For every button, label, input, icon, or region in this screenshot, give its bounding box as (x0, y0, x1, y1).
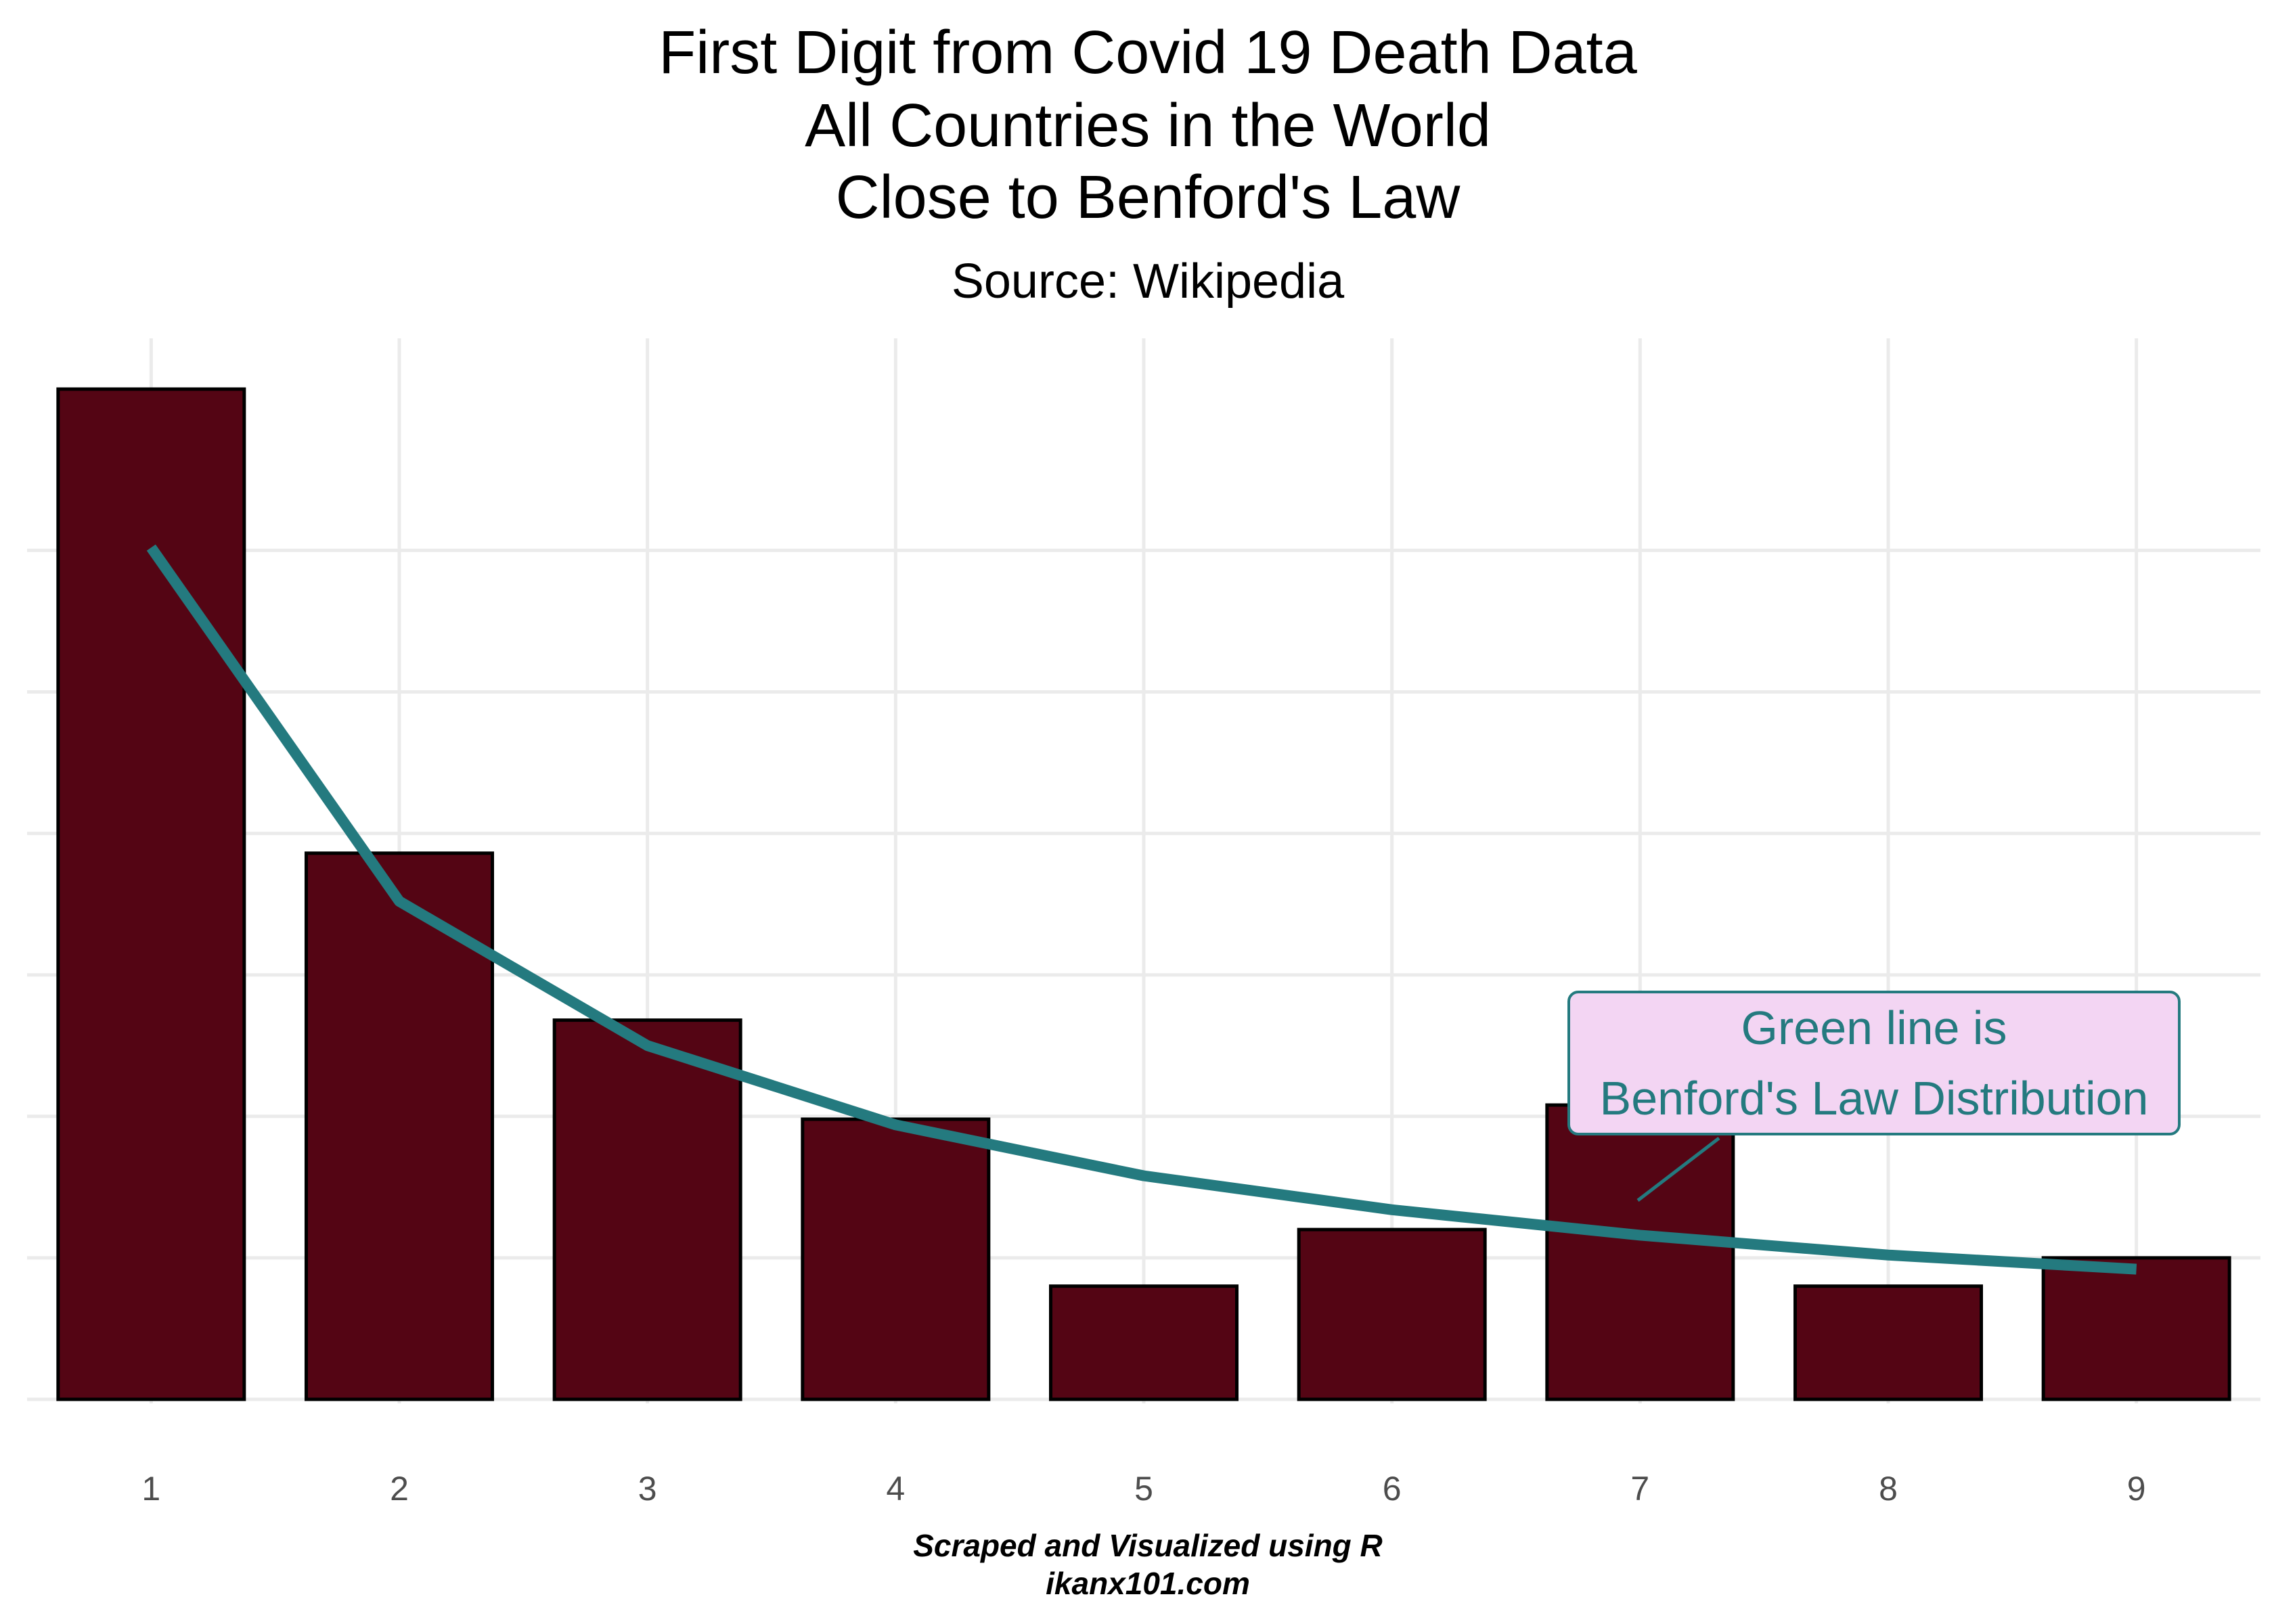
bar-digit-6 (1297, 1227, 1487, 1401)
annotation-connector (1636, 1137, 1720, 1202)
x-tick-label-4: 4 (886, 1470, 905, 1508)
bar-digit-9 (2041, 1256, 2231, 1401)
bar-digit-8 (1793, 1284, 1983, 1401)
x-tick-label-6: 6 (1383, 1470, 1402, 1508)
annotation-line-1: Green line is (1741, 1001, 2007, 1054)
chart-caption: Scraped and Visualized using R ikanx101.… (913, 1528, 1383, 1601)
chart-subtitle: Source: Wikipedia (952, 254, 1345, 309)
x-tick-label-7: 7 (1630, 1470, 1649, 1508)
chart-title: First Digit from Covid 19 Death Data All… (659, 19, 1637, 231)
annotation-box (1567, 991, 2181, 1135)
bar-digit-5 (1049, 1284, 1239, 1401)
title-line-3: Close to Benford's Law (836, 164, 1461, 231)
benford-line-layer (146, 544, 2137, 1275)
bars (56, 387, 2231, 1401)
x-tick-label-3: 3 (638, 1470, 657, 1508)
x-axis-ticks: 1 2 3 4 5 6 7 8 9 (141, 1470, 2145, 1508)
x-tick-label-5: 5 (1134, 1470, 1153, 1508)
benford-line (146, 544, 2137, 1275)
annotation-label: Green line is Benford's Law Distribution (1567, 991, 2181, 1202)
bar-digit-1 (56, 387, 246, 1401)
bar-digit-3 (552, 1018, 742, 1401)
annotation-line-2: Benford's Law Distribution (1600, 1072, 2149, 1125)
x-tick-label-9: 9 (2127, 1470, 2146, 1508)
bar-digit-4 (801, 1117, 991, 1401)
bar-digit-2 (305, 851, 494, 1401)
x-tick-label-1: 1 (141, 1470, 160, 1508)
title-line-2: All Countries in the World (805, 92, 1491, 160)
x-tick-label-2: 2 (390, 1470, 409, 1508)
caption-line-1: Scraped and Visualized using R (913, 1528, 1383, 1563)
x-tick-label-8: 8 (1879, 1470, 1898, 1508)
title-line-1: First Digit from Covid 19 Death Data (659, 19, 1637, 87)
caption-line-2: ikanx101.com (1046, 1566, 1250, 1601)
